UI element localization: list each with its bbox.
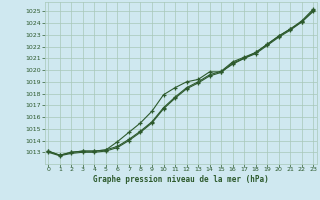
X-axis label: Graphe pression niveau de la mer (hPa): Graphe pression niveau de la mer (hPa) [93, 175, 269, 184]
